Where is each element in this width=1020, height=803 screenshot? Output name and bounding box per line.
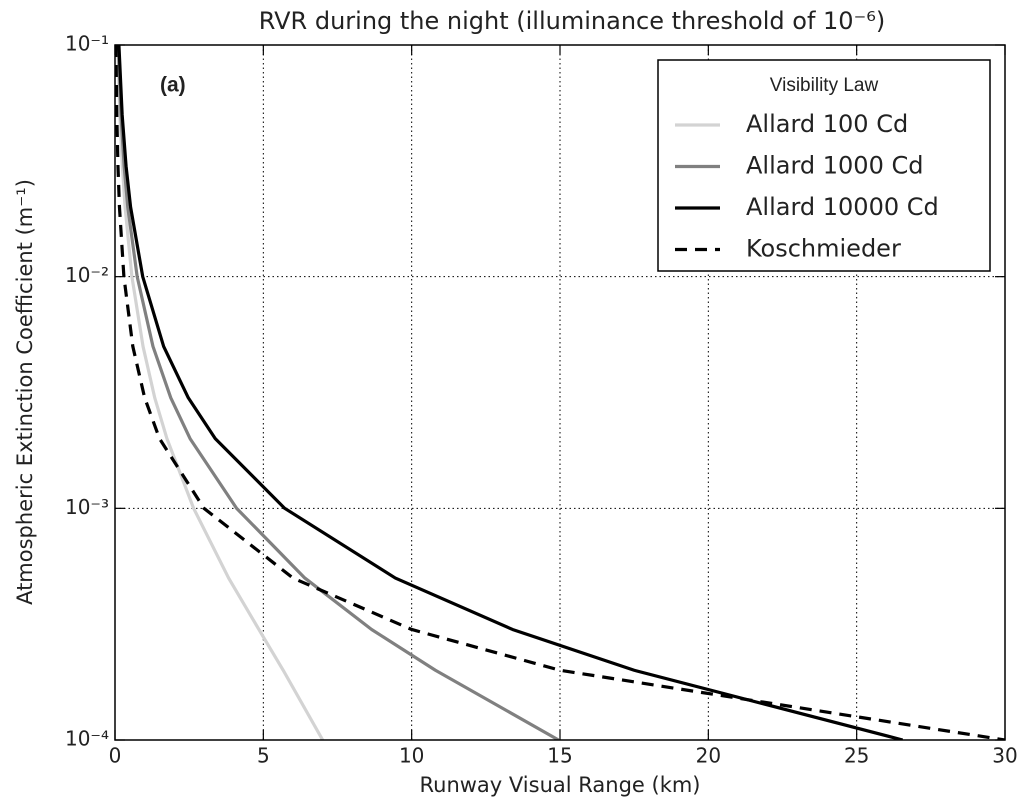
x-tick-label: 0 (109, 744, 122, 768)
x-tick-label: 5 (257, 744, 270, 768)
y-tick-label: 10⁻² (65, 263, 109, 287)
x-tick-label: 30 (992, 744, 1017, 768)
legend-label: Koschmieder (746, 235, 901, 263)
legend-label: Allard 1000 Cd (746, 152, 923, 180)
x-tick-label: 25 (844, 744, 869, 768)
legend-title: Visibility Law (770, 75, 879, 96)
y-tick-label: 10⁻⁴ (65, 727, 109, 751)
plot-frame (114, 44, 1006, 741)
chart-title: RVR during the night (illuminance thresh… (259, 7, 885, 35)
series-line (115, 45, 1005, 740)
series-line (116, 45, 560, 740)
legend-label: Allard 10000 Cd (746, 193, 939, 221)
y-tick-label: 10⁻¹ (65, 32, 109, 56)
y-tick-label: 10⁻³ (65, 495, 109, 519)
y-axis-label: Atmospheric Extinction Coefficient (m⁻¹) (13, 179, 37, 605)
x-tick-label: 10 (399, 744, 424, 768)
series-line (116, 45, 325, 740)
x-axis-label: Runway Visual Range (km) (419, 773, 700, 797)
annotation: (a) (160, 74, 186, 97)
series-line (117, 45, 904, 740)
x-tick-label: 20 (696, 744, 721, 768)
legend-label: Allard 100 Cd (746, 110, 908, 138)
x-tick-label: 15 (547, 744, 572, 768)
